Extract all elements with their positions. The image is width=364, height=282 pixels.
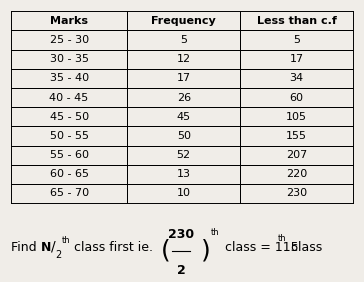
Text: Less than c.f: Less than c.f <box>257 16 337 26</box>
Text: ): ) <box>201 239 211 263</box>
Text: 65 - 70: 65 - 70 <box>50 188 89 199</box>
Text: 26: 26 <box>177 92 191 103</box>
Text: 17: 17 <box>289 54 304 64</box>
Text: 30 - 35: 30 - 35 <box>50 54 88 64</box>
Text: 5: 5 <box>180 35 187 45</box>
Text: 45: 45 <box>177 112 191 122</box>
Text: 5: 5 <box>293 35 300 45</box>
Text: (: ( <box>161 239 171 263</box>
Text: Frequency: Frequency <box>151 16 216 26</box>
Text: 55 - 60: 55 - 60 <box>50 150 88 160</box>
Text: 220: 220 <box>286 169 307 179</box>
Text: N: N <box>40 241 51 254</box>
Text: 60 - 65: 60 - 65 <box>50 169 88 179</box>
Text: 10: 10 <box>177 188 191 199</box>
Text: th: th <box>211 228 220 237</box>
Text: 230: 230 <box>286 188 307 199</box>
Text: 60: 60 <box>290 92 304 103</box>
Text: /: / <box>51 240 56 254</box>
Text: 50: 50 <box>177 131 191 141</box>
Text: class: class <box>286 241 322 254</box>
Text: 2: 2 <box>177 264 185 277</box>
Text: 230: 230 <box>168 228 194 241</box>
Text: 105: 105 <box>286 112 307 122</box>
Text: 45 - 50: 45 - 50 <box>50 112 89 122</box>
Text: 25 - 30: 25 - 30 <box>50 35 89 45</box>
Text: 52: 52 <box>177 150 191 160</box>
Text: th: th <box>277 234 286 243</box>
Text: 155: 155 <box>286 131 307 141</box>
Text: class = 115: class = 115 <box>221 241 299 254</box>
Text: th: th <box>62 235 70 244</box>
Text: Marks: Marks <box>50 16 88 26</box>
Text: 12: 12 <box>177 54 191 64</box>
Text: 2: 2 <box>56 250 62 260</box>
Text: 13: 13 <box>177 169 191 179</box>
Text: 207: 207 <box>286 150 307 160</box>
Text: 35 - 40: 35 - 40 <box>50 73 89 83</box>
Text: 17: 17 <box>177 73 191 83</box>
Text: class first ie.: class first ie. <box>70 241 157 254</box>
Text: Find: Find <box>11 241 40 254</box>
Text: 34: 34 <box>289 73 304 83</box>
Text: 50 - 55: 50 - 55 <box>50 131 88 141</box>
Text: 40 - 45: 40 - 45 <box>50 92 89 103</box>
